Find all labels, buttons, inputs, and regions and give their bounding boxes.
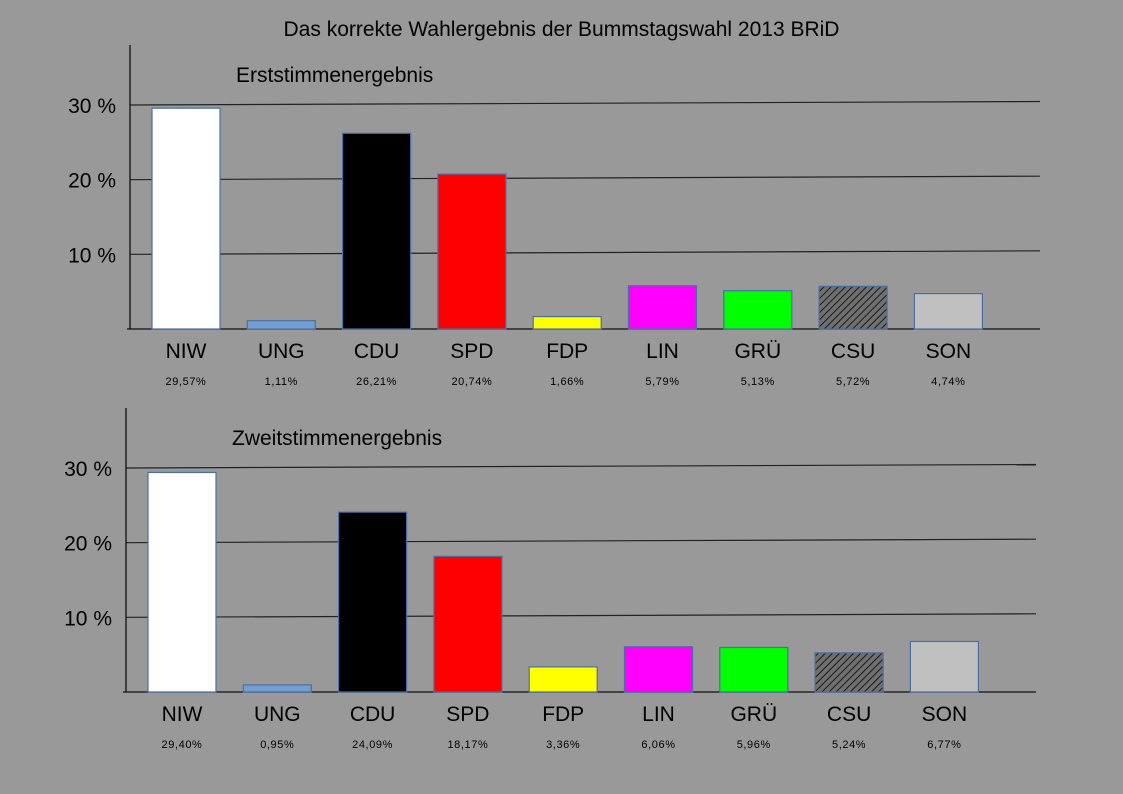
bar (723, 290, 793, 330)
value-label: 5,72% (836, 376, 870, 388)
value-label: 29,57% (166, 376, 207, 388)
y-tick-label: 20 % (68, 170, 116, 193)
category-label: NIW (162, 703, 203, 726)
category-label: NIW (166, 340, 207, 363)
category-label: SPD (450, 340, 493, 363)
panel-title: Erststimmenergebnis (236, 64, 433, 87)
y-tick-label: 10 % (64, 607, 112, 630)
bar (909, 640, 980, 693)
category-label: CDU (354, 340, 400, 363)
category-label: GRÜ (734, 340, 781, 363)
bar (627, 285, 698, 330)
gridline (125, 613, 1037, 618)
bar (719, 646, 789, 693)
value-label: 4,74% (931, 376, 965, 388)
value-label: 0,95% (260, 739, 294, 751)
value-label: 1,66% (550, 376, 584, 388)
chart-title: Das korrekte Wahlergebnis der Bummstagsw… (283, 18, 840, 41)
value-label: 18,17% (447, 739, 488, 751)
value-label: 24,09% (352, 739, 393, 751)
category-label: SON (922, 703, 968, 726)
bar (147, 471, 217, 693)
category-label: UNG (258, 340, 305, 363)
gridline (129, 100, 1041, 106)
value-label: 3,36% (546, 739, 580, 751)
bar (338, 511, 408, 693)
value-label: 26,21% (356, 376, 397, 388)
erststimmen-panel: 10 % 20 % 30 % Erststimmenergebnis NIW 29,57%… (68, 45, 1041, 388)
bar (151, 107, 221, 330)
category-label: GRÜ (730, 703, 777, 726)
gridline (125, 463, 1037, 469)
bar (532, 316, 602, 330)
value-label: 6,06% (641, 739, 675, 751)
category-label: CSU (831, 340, 875, 363)
value-label: 29,40% (162, 739, 203, 751)
y-tick-label: 30 % (64, 458, 112, 481)
category-label: CDU (350, 703, 396, 726)
value-label: 5,13% (741, 376, 775, 388)
value-label: 6,77% (927, 739, 961, 751)
bar (814, 652, 884, 693)
category-label: FDP (546, 340, 588, 363)
category-label: UNG (254, 703, 301, 726)
bar (528, 666, 598, 693)
y-tick-label: 30 % (68, 95, 116, 118)
category-label: SPD (446, 703, 489, 726)
category-label: SON (926, 340, 972, 363)
bar (342, 132, 412, 330)
category-label: LIN (646, 340, 679, 363)
gridline (125, 538, 1037, 544)
bar (246, 320, 316, 330)
zweitstimmen-panel: 10 % 20 % 30 % Zweitstimmenergebnis NIW 29,40… (64, 408, 1037, 751)
bar (437, 173, 507, 330)
panel-title: Zweitstimmenergebnis (232, 427, 442, 450)
category-label: LIN (642, 703, 675, 726)
y-tick-label: 10 % (68, 244, 116, 267)
category-label: CSU (827, 703, 871, 726)
bar (242, 684, 312, 693)
value-label: 5,79% (645, 376, 679, 388)
y-tick-label: 20 % (64, 533, 112, 556)
gridline (129, 250, 1041, 255)
bar (818, 285, 888, 330)
gridline (129, 175, 1041, 181)
value-label: 1,11% (265, 376, 298, 388)
bar (913, 293, 984, 330)
bar (623, 646, 694, 693)
category-label: FDP (542, 703, 584, 726)
value-label: 20,74% (451, 376, 492, 388)
value-label: 5,96% (737, 739, 771, 751)
bar (433, 555, 503, 693)
value-label: 5,24% (832, 739, 866, 751)
